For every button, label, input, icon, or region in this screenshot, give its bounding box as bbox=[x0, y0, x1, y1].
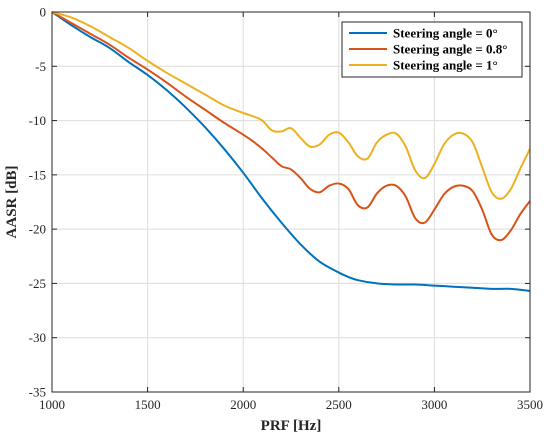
y-axis-title: AASR [dB] bbox=[4, 166, 20, 239]
x-axis-title: PRF [Hz] bbox=[261, 418, 322, 434]
legend-label: Steering angle = 0° bbox=[393, 26, 498, 41]
series-steering-0-line bbox=[51, 11, 531, 293]
y-tick-label: 0 bbox=[40, 5, 47, 20]
y-tick-label: -25 bbox=[29, 276, 46, 291]
y-tick-label: -30 bbox=[29, 330, 46, 345]
legend-label: Steering angle = 1° bbox=[393, 58, 498, 73]
x-tick-label: 3500 bbox=[517, 397, 543, 412]
y-tick-label: -35 bbox=[29, 385, 46, 400]
legend: Steering angle = 0°Steering angle = 0.8°… bbox=[341, 21, 523, 78]
series-lines bbox=[51, 11, 531, 293]
legend-label: Steering angle = 0.8° bbox=[393, 42, 507, 57]
plot-frame bbox=[51, 11, 531, 393]
series-steering-1-line bbox=[51, 11, 531, 200]
x-tick-label: 2500 bbox=[326, 397, 352, 412]
y-tick-label: -10 bbox=[29, 113, 46, 128]
x-tick-label: 1000 bbox=[39, 397, 65, 412]
series-steering-0-8-line bbox=[51, 11, 531, 242]
x-tick-label: 2000 bbox=[230, 397, 256, 412]
y-tick-label: -5 bbox=[35, 59, 46, 74]
y-tick-label: -20 bbox=[29, 222, 46, 237]
y-tick-label: -15 bbox=[29, 167, 46, 182]
x-tick-label: 1500 bbox=[135, 397, 161, 412]
axis-ticks: 1000 1500 2000 2500 3000 3500 0 -5 -10 -15 -20 -25 -… bbox=[29, 5, 543, 413]
x-tick-label: 3000 bbox=[421, 397, 447, 412]
